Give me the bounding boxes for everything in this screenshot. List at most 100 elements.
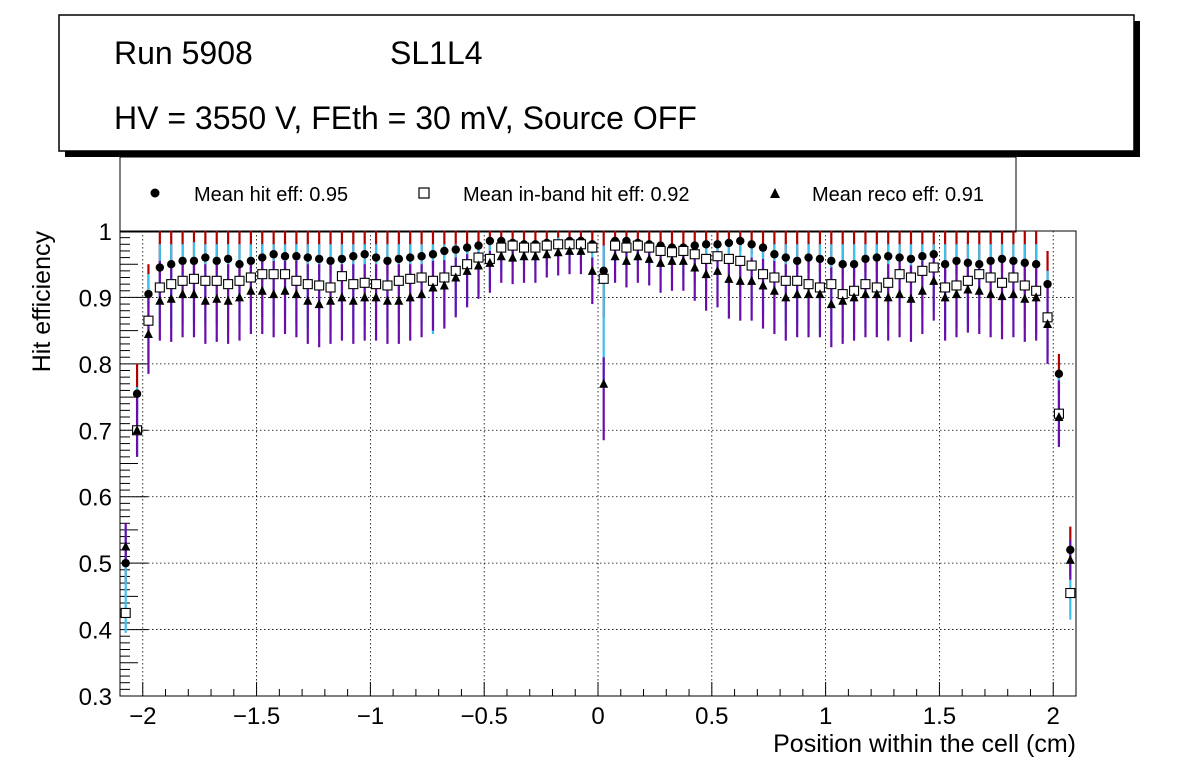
hit-eff-point	[371, 253, 381, 262]
legend-marker-inband	[418, 187, 430, 199]
inband-eff-point	[120, 607, 131, 619]
hit-eff-point	[770, 250, 779, 259]
reco-eff-point	[246, 285, 256, 295]
y-tick-label: 0.4	[79, 618, 112, 645]
inband-eff-point	[371, 279, 382, 290]
hit-eff-point	[167, 260, 176, 269]
inband-eff-point	[769, 272, 780, 283]
hit-eff-point	[144, 289, 153, 299]
reco-eff-point	[439, 280, 449, 290]
hit-eff-point	[599, 266, 608, 276]
reco-eff-point	[291, 289, 301, 299]
inband-eff-point	[507, 240, 518, 251]
hit-eff-point	[417, 252, 426, 261]
reco-eff-point	[508, 252, 518, 262]
hit-eff-point	[792, 256, 802, 266]
reco-eff-point	[565, 245, 575, 255]
x-tick-label: −1	[357, 703, 384, 730]
inband-eff-point	[405, 273, 416, 284]
inband-eff-point	[905, 272, 917, 283]
reco-eff-point	[758, 280, 768, 290]
hit-eff-point	[1043, 279, 1052, 289]
reco-eff-point	[815, 289, 825, 299]
inband-eff-point	[883, 277, 894, 288]
inband-eff-point	[518, 242, 530, 253]
inband-eff-point	[1065, 587, 1076, 599]
inband-eff-point	[712, 251, 723, 262]
inband-eff-point	[962, 275, 973, 286]
reco-eff-point	[781, 292, 791, 302]
inband-eff-point	[1019, 280, 1030, 291]
inband-eff-point	[792, 275, 803, 286]
hit-eff-point	[462, 243, 472, 252]
reco-eff-point	[1065, 554, 1075, 564]
inband-eff-point	[393, 275, 404, 286]
reco-eff-point	[155, 295, 165, 305]
inband-eff-point	[917, 265, 928, 276]
reco-eff-point	[701, 269, 711, 279]
hit-eff-point	[303, 253, 312, 262]
reco-eff-point	[530, 251, 540, 261]
hit-eff-point	[781, 253, 790, 262]
inband-eff-point	[701, 253, 712, 264]
x-tick-label: 0.5	[695, 703, 728, 730]
reco-eff-point	[474, 260, 483, 270]
legend-label-inband: Mean in-band hit eff: 0.92	[463, 184, 689, 206]
hit-eff-point	[952, 256, 961, 266]
x-tick-label: 0	[591, 703, 604, 730]
reco-eff-point	[132, 425, 142, 435]
reco-eff-point	[769, 285, 779, 295]
inband-eff-point	[530, 242, 541, 253]
hit-eff-point	[1020, 258, 1029, 268]
hit-eff-point	[861, 254, 870, 264]
hit-eff-point	[690, 241, 699, 250]
inband-eff-point	[496, 242, 507, 253]
y-tick-label: 0.3	[79, 684, 112, 711]
reco-eff-point	[371, 292, 381, 302]
hit-eff-point	[360, 250, 369, 259]
hit-eff-point	[884, 252, 893, 261]
hit-eff-point	[940, 260, 950, 269]
reco-eff-point	[713, 265, 722, 275]
reco-eff-point	[519, 251, 529, 261]
inband-eff-point	[894, 269, 905, 280]
reco-eff-point	[212, 293, 222, 303]
inband-eff-point	[188, 273, 200, 284]
inband-eff-point	[996, 277, 1008, 288]
inband-eff-point	[1008, 272, 1019, 283]
hit-eff-point	[713, 240, 722, 249]
hit-eff-point	[736, 236, 745, 246]
hit-eff-point	[349, 252, 358, 261]
title-run: Run 5908	[114, 35, 253, 71]
inband-eff-point	[223, 279, 234, 290]
reco-eff-point	[963, 284, 973, 294]
inband-eff-point	[211, 275, 222, 286]
reco-eff-point	[690, 262, 700, 272]
y-tick-label: 0.5	[79, 551, 112, 578]
x-tick-label: −0.5	[460, 703, 507, 730]
reco-eff-point	[917, 285, 927, 295]
hit-eff-point	[827, 256, 836, 266]
y-tick-label: 0.7	[79, 418, 112, 445]
hit-eff-point	[929, 250, 938, 259]
hit-eff-point	[485, 236, 495, 246]
inband-eff-point	[416, 272, 427, 283]
hit-eff-point	[383, 256, 392, 266]
inband-eff-point	[985, 272, 996, 283]
title-box	[58, 14, 1135, 152]
hit-eff-point	[235, 260, 244, 269]
reco-eff-point	[656, 257, 666, 267]
hit-eff-point	[314, 254, 324, 264]
hit-eff-point	[747, 240, 756, 249]
inband-eff-point	[689, 249, 700, 260]
hit-eff-point	[155, 263, 165, 272]
hit-eff-point	[963, 258, 973, 268]
inband-eff-point	[621, 242, 632, 253]
hit-eff-point	[997, 254, 1007, 264]
reco-eff-point	[178, 289, 188, 299]
hit-eff-point	[189, 256, 199, 266]
hit-eff-point	[701, 240, 711, 249]
hit-eff-point	[906, 254, 916, 264]
inband-eff-point	[291, 275, 302, 286]
reco-eff-point	[804, 289, 814, 299]
